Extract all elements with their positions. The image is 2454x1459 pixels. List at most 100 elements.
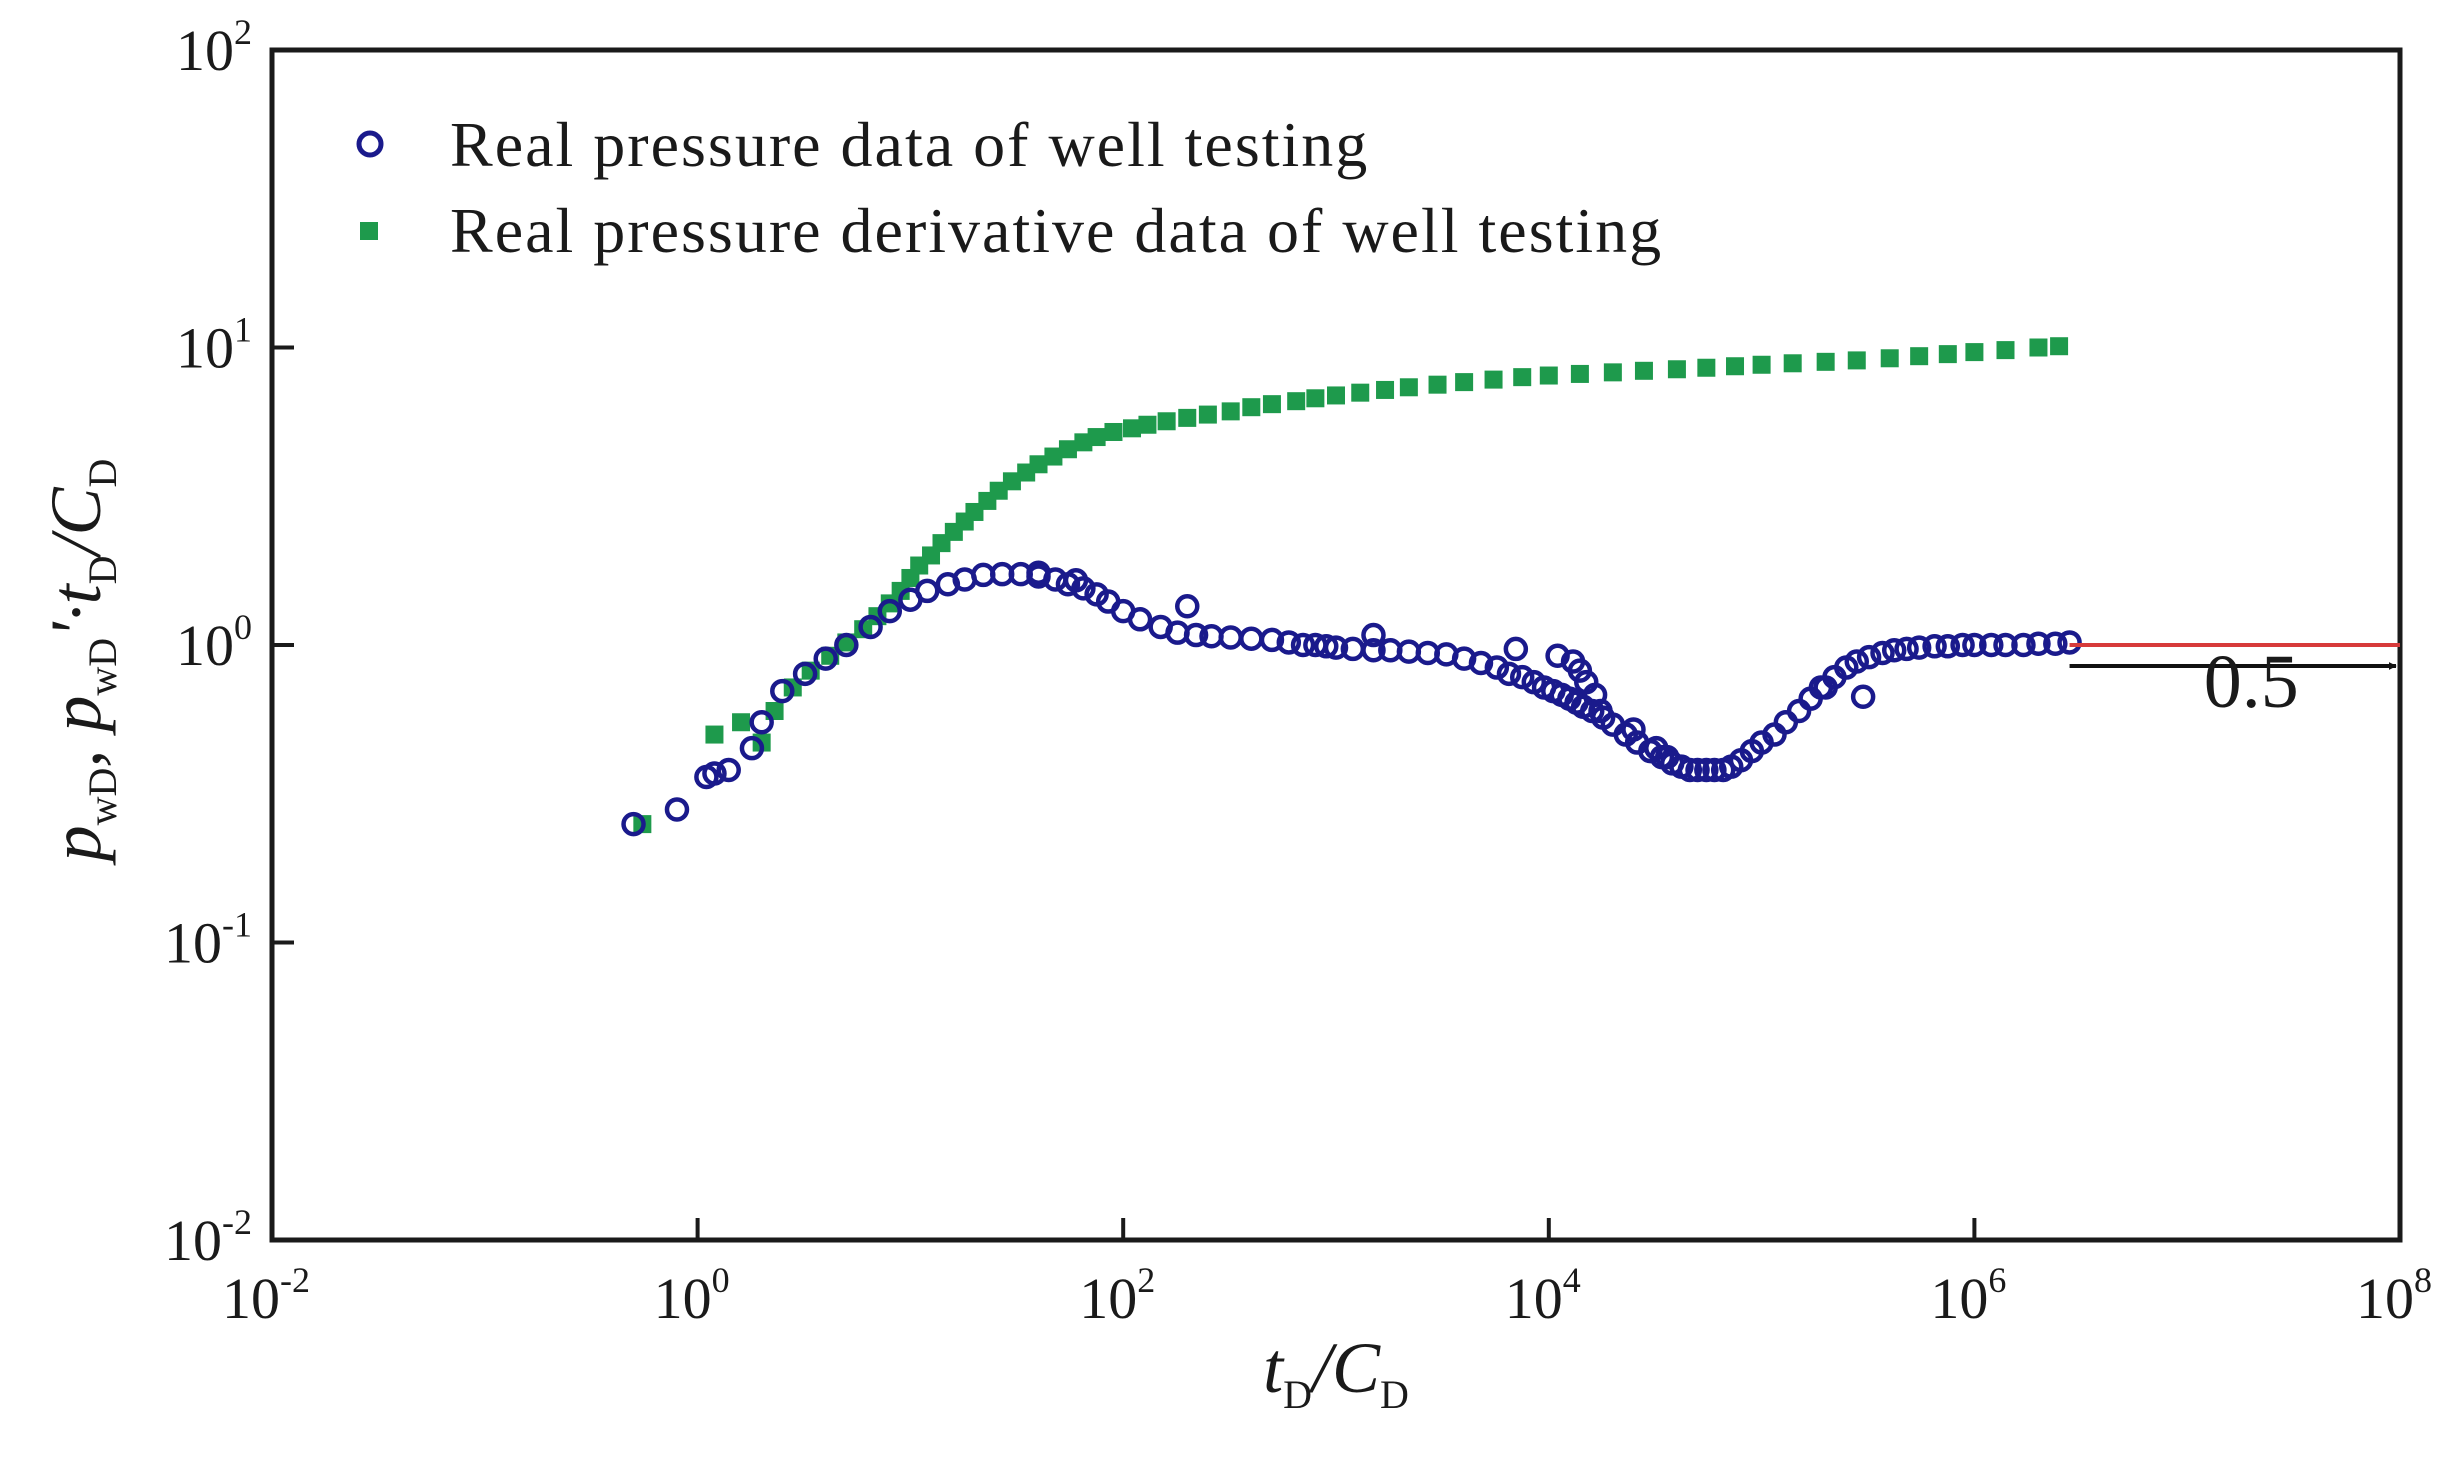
- series-0: [621, 560, 2082, 837]
- derivative-point: [1058, 440, 1077, 459]
- derivative-point: [1965, 343, 1984, 362]
- pressure-point: [1894, 636, 1919, 662]
- derivative-point: [1847, 351, 1866, 370]
- pressure-point: [792, 661, 818, 687]
- derivative-point: [1104, 422, 1123, 441]
- pressure-point: [1239, 626, 1264, 651]
- x-tick-label-3: 104: [1505, 1260, 1581, 1331]
- pressure-point: [1677, 757, 1703, 783]
- y-tick-label-3: 101: [176, 310, 252, 381]
- pressure-point: [749, 709, 774, 735]
- derivative-point: [1178, 408, 1197, 427]
- x-tick-label-0: 10-2: [222, 1260, 310, 1331]
- pressure-point: [1588, 698, 1613, 724]
- pressure-point: [2057, 630, 2082, 655]
- derivative-point: [1996, 341, 2015, 360]
- pressure-point: [2026, 631, 2051, 656]
- derivative-point: [1327, 386, 1345, 405]
- y-tick-label-4: 102: [176, 12, 252, 83]
- derivative-point: [1138, 415, 1157, 434]
- ticks: 10-2 100 102 104 106 108 10-2 10-1 100 101 102: [164, 12, 2432, 1331]
- pressure-point: [858, 614, 883, 640]
- derivative-point: [1242, 398, 1261, 417]
- x-tick-label-1: 100: [654, 1260, 730, 1331]
- pressure-point: [1468, 650, 1494, 676]
- pressure-point: [1323, 635, 1349, 660]
- annotation-layer: 0.5: [2069, 640, 2400, 724]
- pressure-point: [1361, 622, 1386, 648]
- pressure-point: [664, 797, 690, 822]
- derivative-point: [1221, 402, 1240, 421]
- derivative-point: [1044, 447, 1063, 466]
- pressure-point: [834, 632, 859, 658]
- derivative-point: [1539, 366, 1558, 385]
- pressure-point: [1496, 661, 1522, 687]
- pressure-point: [1856, 644, 1882, 670]
- y-tick-label-2: 100: [176, 607, 252, 678]
- derivative-point: [1428, 375, 1447, 394]
- pressure-point: [1259, 627, 1285, 653]
- derivative-point: [1910, 347, 1929, 366]
- pressure-point: [739, 735, 765, 761]
- derivative-point: [1634, 361, 1653, 380]
- pressure-point: [1850, 684, 1876, 709]
- series-layer: [621, 337, 2082, 837]
- pressure-point: [1786, 698, 1812, 724]
- derivative-point: [1262, 395, 1281, 414]
- derivative-point: [1287, 392, 1306, 411]
- pressure-point: [1621, 717, 1646, 742]
- pressure-point: [1509, 664, 1535, 690]
- derivative-point: [1087, 428, 1106, 447]
- derivative-point: [1603, 363, 1622, 382]
- derivative-point: [1697, 358, 1716, 377]
- pressure-point: [1922, 634, 1947, 659]
- derivative-point: [1513, 368, 1532, 387]
- derivative-point: [1306, 389, 1325, 408]
- pressure-point: [813, 646, 838, 671]
- pressure-point: [1685, 757, 1710, 783]
- legend-label-pressure: Real pressure data of well testing: [450, 109, 1369, 180]
- derivative-point: [1880, 349, 1899, 368]
- pressure-point: [1175, 593, 1200, 619]
- x-axis-title: tD/CD: [1263, 1328, 1409, 1417]
- pressure-point: [1694, 757, 1719, 783]
- derivative-point: [1376, 380, 1395, 399]
- derivative-point: [705, 725, 724, 744]
- pressure-point: [1183, 622, 1209, 648]
- derivative-point: [1455, 373, 1474, 392]
- pressure-point: [770, 678, 795, 704]
- pressure-point: [1702, 757, 1727, 783]
- pressure-point: [2011, 632, 2036, 658]
- derivative-point: [1938, 345, 1957, 364]
- series-1: [633, 337, 2069, 834]
- derivative-point: [1351, 383, 1370, 402]
- x-tick-label-5: 108: [2356, 1260, 2432, 1331]
- pressure-point: [1063, 568, 1089, 593]
- pressure-point: [1870, 640, 1895, 666]
- y-tick-label-0: 10-2: [164, 1202, 252, 1273]
- pressure-point: [1813, 675, 1838, 700]
- x-tick-label-2: 102: [1079, 1260, 1155, 1331]
- pressure-point: [1881, 638, 1907, 663]
- pressure-point: [1276, 630, 1302, 655]
- derivative-point: [732, 713, 751, 732]
- pressure-point: [1935, 634, 1961, 659]
- legend: Real pressure data of well testing Real …: [356, 109, 1661, 266]
- pressure-point: [1950, 632, 1975, 658]
- pressure-point: [1962, 632, 1987, 658]
- pressure-point: [1127, 607, 1153, 632]
- derivative-point: [1570, 364, 1589, 383]
- pressure-point: [1026, 560, 1051, 585]
- pressure-point: [914, 578, 940, 604]
- derivative-point: [1667, 360, 1686, 379]
- pressure-point: [877, 598, 903, 624]
- y-axis-title: pwD, pwD'·tD/CD: [36, 459, 125, 867]
- y-tick-label-1: 10-1: [164, 905, 252, 976]
- derivative-point: [2050, 337, 2069, 356]
- derivative-point: [2029, 338, 2048, 357]
- pressure-point: [1290, 632, 1316, 658]
- pressure-point: [702, 761, 727, 786]
- pressure-point: [1773, 709, 1799, 735]
- derivative-point: [1029, 455, 1048, 474]
